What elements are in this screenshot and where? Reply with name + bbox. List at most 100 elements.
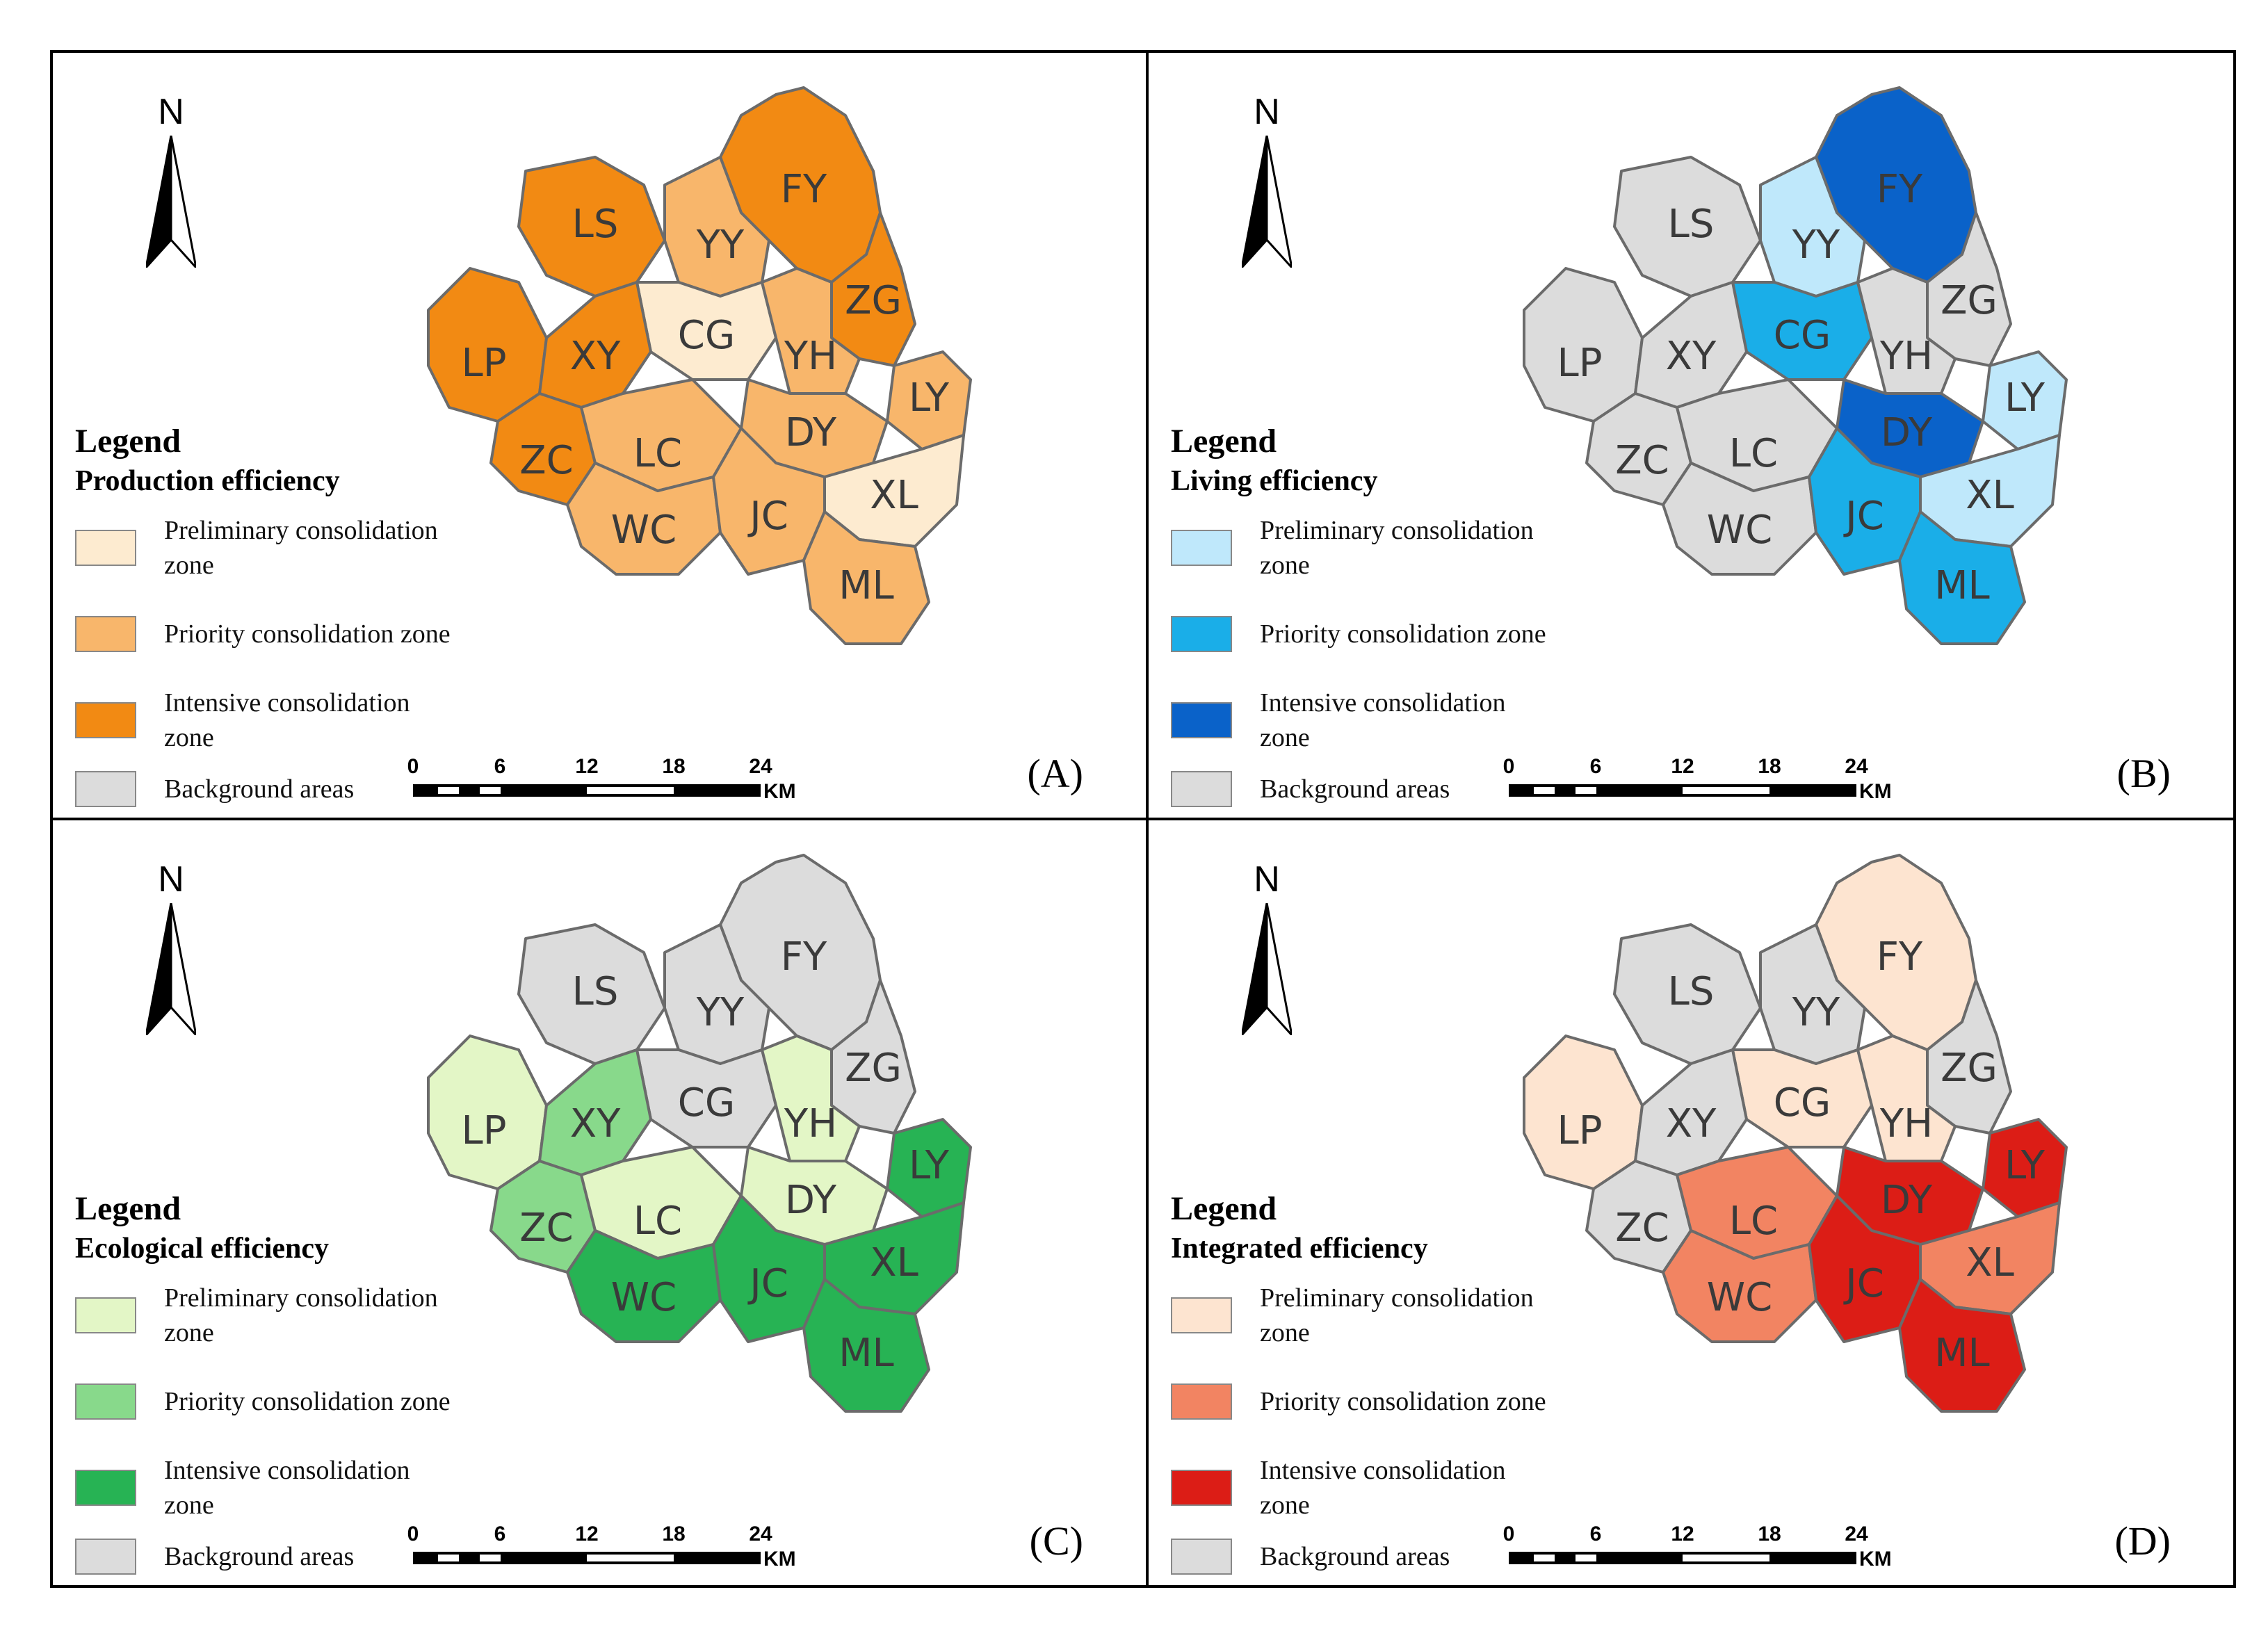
- town-label-ml: ML: [1934, 1331, 1990, 1376]
- legend-item-priority: Priority consolidation zone: [75, 591, 464, 677]
- legend-swatch-intensive: [75, 702, 136, 738]
- town-label-wc: WC: [1707, 1275, 1772, 1320]
- legend-label-priority: Priority consolidation zone: [1260, 619, 1546, 649]
- legend: Legend Ecological efficiency Preliminary…: [75, 1189, 464, 1582]
- town-label-cg: CG: [1774, 1080, 1831, 1126]
- north-arrow-icon: [146, 903, 196, 1035]
- town-label-dy: DY: [785, 1178, 837, 1223]
- legend-swatch-intensive: [1171, 702, 1232, 738]
- scale-tick: 24: [749, 1523, 772, 1545]
- scale-tick: 12: [575, 1523, 599, 1545]
- scale-tick: 24: [1845, 755, 1868, 778]
- town-area-ml: [802, 510, 930, 645]
- legend-subtitle: Integrated efficiency: [1171, 1233, 1428, 1265]
- town-label-xy: XY: [1666, 334, 1717, 379]
- legend-swatch-preliminary: [75, 1297, 136, 1333]
- legend-item-intensive: Intensive consolidation zone: [1171, 677, 1560, 763]
- town-label-yh: YH: [784, 1101, 837, 1146]
- town-label-fy: FY: [781, 167, 827, 212]
- legend-item-background: Background areas: [75, 1531, 464, 1582]
- town-area-ml: [1898, 1278, 2026, 1413]
- panel-label: (B): [2116, 751, 2171, 796]
- town-label-jc: JC: [747, 1261, 788, 1306]
- legend-item-intensive: Intensive consolidation zone: [1171, 1445, 1560, 1531]
- town-label-zc: ZC: [1615, 438, 1669, 483]
- scale-unit: KM: [1859, 1548, 1892, 1571]
- town-label-lc: LC: [633, 431, 682, 476]
- town-label-cg: CG: [1774, 313, 1831, 358]
- legend-label-background: Background areas: [164, 774, 355, 804]
- town-label-fy: FY: [781, 934, 827, 980]
- town-label-ly: LY: [909, 1143, 950, 1188]
- scale-bar-graphic: [1509, 784, 1856, 797]
- panel-label: (A): [1027, 751, 1083, 796]
- legend-swatch-background: [1171, 1539, 1232, 1575]
- scale-tick: 0: [407, 1523, 419, 1545]
- legend-label-background: Background areas: [1260, 774, 1450, 804]
- scale-bar: 0 6 12 18 24 KM: [1503, 755, 1940, 811]
- legend-label-preliminary: Preliminary consolidation zone: [1260, 1283, 1534, 1347]
- legend-title: Legend: [75, 423, 181, 460]
- town-label-cg: CG: [678, 1080, 736, 1126]
- town-label-xl: XL: [870, 1240, 918, 1285]
- legend-swatch-priority: [75, 616, 136, 652]
- town-label-xy: XY: [570, 1101, 621, 1146]
- north-label: N: [1254, 92, 1280, 132]
- legend-label-priority: Priority consolidation zone: [1260, 1387, 1546, 1416]
- choropleth-map: FY LS YY ZG CG YH LP XY LY DY ZC LC XL WC JC ML: [1523, 854, 2068, 1413]
- town-label-jc: JC: [1843, 494, 1884, 539]
- panel-label: (C): [1029, 1518, 1083, 1564]
- town-label-yy: YY: [696, 990, 745, 1035]
- town-label-ly: LY: [2004, 1143, 2046, 1188]
- legend-item-background: Background areas: [1171, 763, 1560, 815]
- legend-swatch-priority: [1171, 1383, 1232, 1420]
- legend-swatch-preliminary: [1171, 1297, 1232, 1333]
- legend-swatch-background: [75, 1539, 136, 1575]
- legend-label-preliminary: Preliminary consolidation zone: [164, 1283, 438, 1347]
- town-area-ml: [802, 1278, 930, 1413]
- legend-item-priority: Priority consolidation zone: [1171, 591, 1560, 677]
- scale-bar: 0 6 12 18 24 KM: [407, 755, 844, 811]
- scale-tick: 6: [494, 755, 506, 778]
- town-label-lp: LP: [1557, 341, 1603, 386]
- town-label-zc: ZC: [519, 438, 573, 483]
- town-label-yy: YY: [1792, 222, 1840, 268]
- panel-label: (D): [2114, 1518, 2171, 1564]
- town-label-lp: LP: [462, 1108, 507, 1153]
- legend-item-preliminary: Preliminary consolidation zone: [1171, 1272, 1560, 1358]
- town-label-lp: LP: [462, 341, 507, 386]
- town-label-zg: ZG: [1941, 278, 1998, 323]
- town-label-dy: DY: [1881, 410, 1933, 455]
- town-label-ls: LS: [1668, 202, 1715, 247]
- legend-label-preliminary: Preliminary consolidation zone: [1260, 516, 1534, 580]
- north-arrow: N: [129, 859, 213, 1060]
- town-label-zg: ZG: [845, 278, 902, 323]
- choropleth-map: FY LS YY ZG CG YH LP XY LY DY ZC LC XL WC JC ML: [427, 854, 972, 1413]
- scale-tick: 0: [407, 755, 419, 778]
- legend-swatch-intensive: [75, 1470, 136, 1506]
- north-arrow: N: [1225, 859, 1309, 1060]
- legend-swatch-priority: [1171, 616, 1232, 652]
- map-panel-a: N FY LS YY ZG CG YH LP XY LY DY ZC LC XL WC JC ML Legen…: [50, 50, 1149, 820]
- town-label-ls: LS: [572, 202, 619, 247]
- map-panel-d: N FY LS YY ZG CG YH LP XY LY DY ZC LC XL WC JC ML Legen…: [1146, 818, 2236, 1588]
- legend-item-preliminary: Preliminary consolidation zone: [75, 1272, 464, 1358]
- legend-item-priority: Priority consolidation zone: [75, 1358, 464, 1445]
- town-label-xy: XY: [570, 334, 621, 379]
- legend: Legend Living efficiency Preliminary con…: [1171, 421, 1560, 815]
- choropleth-map: FY LS YY ZG CG YH LP XY LY DY ZC LC XL WC JC ML: [427, 86, 972, 645]
- legend-label-intensive: Intensive consolidation zone: [164, 1456, 410, 1520]
- legend-item-preliminary: Preliminary consolidation zone: [1171, 505, 1560, 591]
- town-area-yh: [761, 267, 861, 395]
- town-label-yy: YY: [696, 222, 745, 268]
- town-label-ly: LY: [909, 375, 950, 421]
- town-area-yh: [1856, 1034, 1957, 1162]
- legend-subtitle: Living efficiency: [1171, 465, 1378, 497]
- town-label-dy: DY: [785, 410, 837, 455]
- town-label-lp: LP: [1557, 1108, 1603, 1153]
- town-label-ml: ML: [839, 563, 894, 608]
- legend-swatch-preliminary: [1171, 530, 1232, 566]
- town-label-ly: LY: [2004, 375, 2046, 421]
- scale-unit: KM: [1859, 780, 1892, 803]
- town-label-ml: ML: [839, 1331, 894, 1376]
